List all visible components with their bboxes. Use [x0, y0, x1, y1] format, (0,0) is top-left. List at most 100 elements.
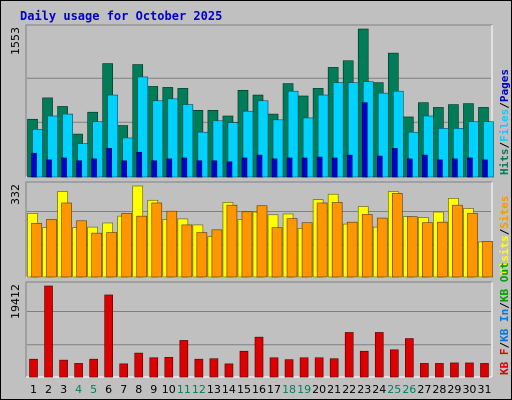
panel-middle: 332 Visits/Sites	[9, 181, 511, 278]
x-tick-label: 20	[312, 383, 326, 396]
bar-pages	[286, 157, 293, 178]
bar-files	[227, 122, 239, 178]
bar-kb-f	[239, 350, 249, 378]
bar-sites	[407, 216, 418, 278]
bar-files	[92, 121, 103, 178]
bar-pages	[437, 159, 443, 178]
bar-kb-f	[89, 358, 98, 378]
x-tick-label: 1	[30, 383, 37, 396]
legend-item: Sites	[498, 196, 511, 229]
x-tick-label: 4	[75, 383, 82, 396]
x-tick-label: 8	[135, 383, 142, 396]
legend-item: KB F	[498, 349, 511, 376]
bar-pages	[467, 157, 473, 178]
x-tick-label: 30	[462, 383, 476, 396]
bar-sites	[376, 217, 388, 278]
bar-files	[347, 82, 359, 178]
bar-pages	[271, 158, 278, 178]
legend-item: Pages	[498, 69, 511, 102]
bar-files	[332, 82, 344, 178]
bar-kb-f	[104, 294, 113, 378]
x-tick-label: 21	[327, 383, 341, 396]
bar-sites	[61, 202, 72, 278]
bar-pages	[61, 157, 67, 178]
bar-files	[107, 94, 118, 178]
legend-bottom: KB F/KB In/KB Out	[498, 262, 511, 375]
bar-kb-f	[465, 362, 474, 378]
bar-sites	[211, 229, 223, 278]
bar-kb-f	[299, 357, 309, 378]
x-tick-label: 11	[177, 383, 191, 396]
x-tick-label: 18	[282, 383, 296, 396]
bar-sites	[166, 210, 178, 278]
bar-pages	[226, 161, 233, 178]
legend-item: KB In	[498, 309, 511, 342]
legend-item: KB Out	[498, 262, 511, 302]
bar-sites	[181, 224, 193, 278]
bar-pages	[76, 160, 82, 178]
bar-kb-f	[435, 363, 444, 378]
bar-kb-f	[359, 350, 369, 378]
bar-sites	[226, 204, 238, 278]
bar-sites	[241, 211, 253, 278]
legend-separator: /	[498, 142, 511, 149]
bar-files	[287, 90, 299, 178]
x-tick-label: 23	[357, 383, 371, 396]
x-tick-label: 15	[237, 383, 251, 396]
bar-kb-f	[164, 357, 174, 378]
bar-files	[77, 143, 88, 178]
x-tick-label: 5	[90, 383, 97, 396]
bar-files	[62, 113, 73, 178]
bar-kb-f	[74, 363, 83, 378]
bar-kb-f	[284, 359, 294, 378]
legend-item: Hits	[498, 149, 511, 176]
bar-kb-f	[329, 358, 339, 378]
bar-files	[302, 117, 314, 178]
bar-files	[438, 128, 449, 178]
legend-top: Hits/Files/Pages	[498, 69, 511, 175]
bar-files	[483, 121, 494, 178]
x-tick-label: 16	[252, 383, 266, 396]
bar-sites	[76, 220, 87, 278]
bar-kb-f	[59, 359, 68, 378]
bar-kb-f	[119, 363, 129, 378]
bar-pages	[331, 157, 338, 178]
bar-kb-f	[420, 363, 429, 378]
bar-sites	[391, 193, 403, 278]
legend-separator: /	[498, 102, 511, 109]
bar-sites	[46, 219, 57, 278]
x-tick-label: 3	[60, 383, 67, 396]
bar-files	[242, 110, 254, 178]
bar-pages	[241, 157, 248, 178]
bar-kb-f	[134, 352, 144, 378]
bar-pages	[196, 160, 203, 178]
bar-sites	[301, 222, 313, 278]
bar-kb-f	[450, 362, 459, 378]
bar-pages	[151, 160, 158, 178]
bar-sites	[196, 232, 208, 278]
bar-pages	[181, 157, 188, 178]
bar-kb-f	[194, 358, 204, 378]
bar-files	[408, 131, 419, 178]
bar-kb-f	[29, 358, 38, 378]
bar-sites	[422, 222, 433, 278]
bar-sites	[106, 232, 117, 278]
legend-item: Files	[498, 109, 511, 142]
legend-middle: Visits/Sites	[498, 196, 511, 276]
bar-pages	[422, 154, 428, 178]
bar-files	[392, 90, 404, 178]
bar-kb-f	[269, 357, 279, 378]
bar-files	[47, 115, 58, 178]
bar-files	[257, 100, 269, 178]
bar-files	[453, 128, 464, 178]
bar-kb-f	[44, 285, 53, 378]
x-tick-label: 6	[105, 383, 112, 396]
x-tick-label: 27	[417, 383, 431, 396]
bar-sites	[121, 213, 133, 278]
bar-files	[468, 121, 479, 178]
bar-kb-f	[179, 340, 189, 378]
y-max-label: 1553	[9, 27, 22, 55]
bar-sites	[286, 218, 298, 278]
